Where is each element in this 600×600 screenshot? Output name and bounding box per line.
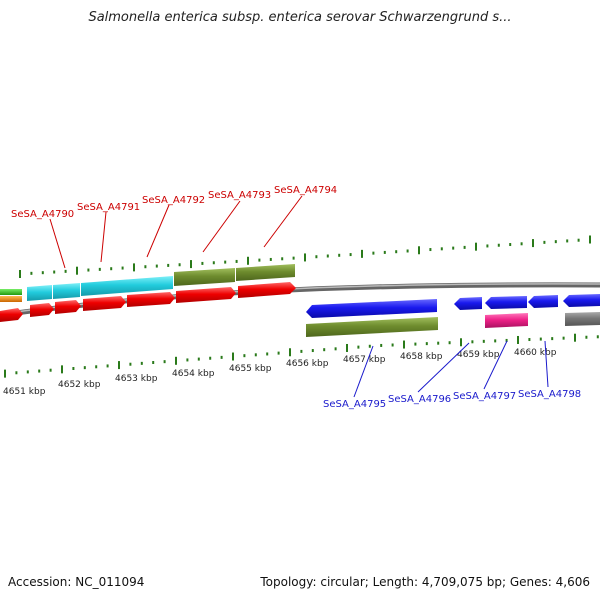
red-cds-5[interactable]	[176, 287, 236, 303]
gene-label-sesa-a4796[interactable]: SeSA_A4796	[388, 394, 451, 405]
blue-cds-row	[306, 294, 600, 318]
callout-line	[146, 204, 170, 258]
ruler-label: 4655 kbp	[229, 364, 272, 374]
olive-gene-2[interactable]	[236, 264, 295, 281]
gene-label-sesa-a4792[interactable]: SeSA_A4792	[142, 195, 205, 206]
red-cds-row	[0, 282, 296, 322]
cyan-gene-2[interactable]	[53, 283, 80, 299]
ruler-label: 4657 kbp	[343, 355, 386, 365]
ruler-label: 4656 kbp	[286, 359, 329, 369]
olive-feature-row-upper	[174, 264, 295, 286]
genome-summary-label: Topology: circular; Length: 4,709,075 bp…	[260, 575, 590, 589]
cyan-gene-1[interactable]	[27, 285, 52, 301]
upper-callouts	[49, 195, 303, 269]
olive-gene-1[interactable]	[174, 268, 235, 286]
callout-line	[353, 345, 374, 398]
cyan-gene-3[interactable]	[81, 276, 173, 296]
callout-line	[417, 342, 470, 393]
blue-cds-2[interactable]	[454, 297, 482, 310]
callout-line	[483, 340, 508, 390]
ruler-label: 4659 kbp	[457, 350, 500, 360]
gray-gene[interactable]	[565, 312, 600, 326]
ruler-label: 4658 kbp	[400, 352, 443, 362]
gene-label-sesa-a4793[interactable]: SeSA_A4793	[208, 190, 271, 201]
blue-cds-5[interactable]	[563, 294, 600, 307]
gene-label-sesa-a4797[interactable]: SeSA_A4797	[453, 391, 516, 402]
gene-label-sesa-a4791[interactable]: SeSA_A4791	[77, 202, 140, 213]
gene-label-sesa-a4794[interactable]: SeSA_A4794	[274, 185, 337, 196]
upper-gene-labels: SeSA_A4790 SeSA_A4791 SeSA_A4792 SeSA_A4…	[11, 185, 337, 220]
ruler-label: 4653 kbp	[115, 374, 158, 384]
green-feature-edge[interactable]	[0, 289, 22, 295]
blue-cds-3[interactable]	[485, 296, 527, 309]
lower-gene-labels: SeSA_A4795 SeSA_A4796 SeSA_A4797 SeSA_A4…	[323, 389, 581, 410]
ruler-label: 4660 kbp	[514, 348, 557, 358]
lower-callouts	[353, 340, 549, 398]
red-cds-3[interactable]	[83, 296, 126, 311]
map-title: Salmonella enterica subsp. enterica sero…	[88, 10, 512, 25]
cyan-feature-row	[27, 276, 173, 301]
callout-line	[49, 218, 66, 269]
ruler-label: 4652 kbp	[58, 380, 101, 390]
callout-line	[100, 211, 107, 263]
olive-gene-lower[interactable]	[306, 317, 438, 337]
orange-feature-edge[interactable]	[0, 296, 22, 302]
red-cds-6[interactable]	[238, 282, 296, 298]
blue-cds-1[interactable]	[306, 299, 437, 318]
callout-line	[263, 195, 303, 248]
red-cds-2[interactable]	[55, 300, 81, 314]
ruler-label: 4651 kbp	[3, 387, 46, 397]
ruler-label-group: 4651 kbp 4652 kbp 4653 kbp 4654 kbp 4655…	[3, 348, 557, 397]
accession-label: Accession: NC_011094	[8, 575, 145, 589]
callout-line	[544, 340, 549, 388]
ruler-label: 4654 kbp	[172, 369, 215, 379]
gene-label-sesa-a4798[interactable]: SeSA_A4798	[518, 389, 581, 400]
gene-label-sesa-a4790[interactable]: SeSA_A4790	[11, 209, 74, 220]
red-cds-4[interactable]	[127, 292, 175, 307]
red-cds-1[interactable]	[30, 303, 54, 317]
lower-tick-row	[4, 333, 599, 378]
gene-label-sesa-a4795[interactable]: SeSA_A4795	[323, 399, 386, 410]
blue-cds-4[interactable]	[528, 295, 558, 308]
pink-gene[interactable]	[485, 313, 528, 328]
callout-line	[202, 200, 241, 253]
red-cds-edge[interactable]	[0, 308, 23, 322]
upper-tick-row	[19, 235, 591, 278]
